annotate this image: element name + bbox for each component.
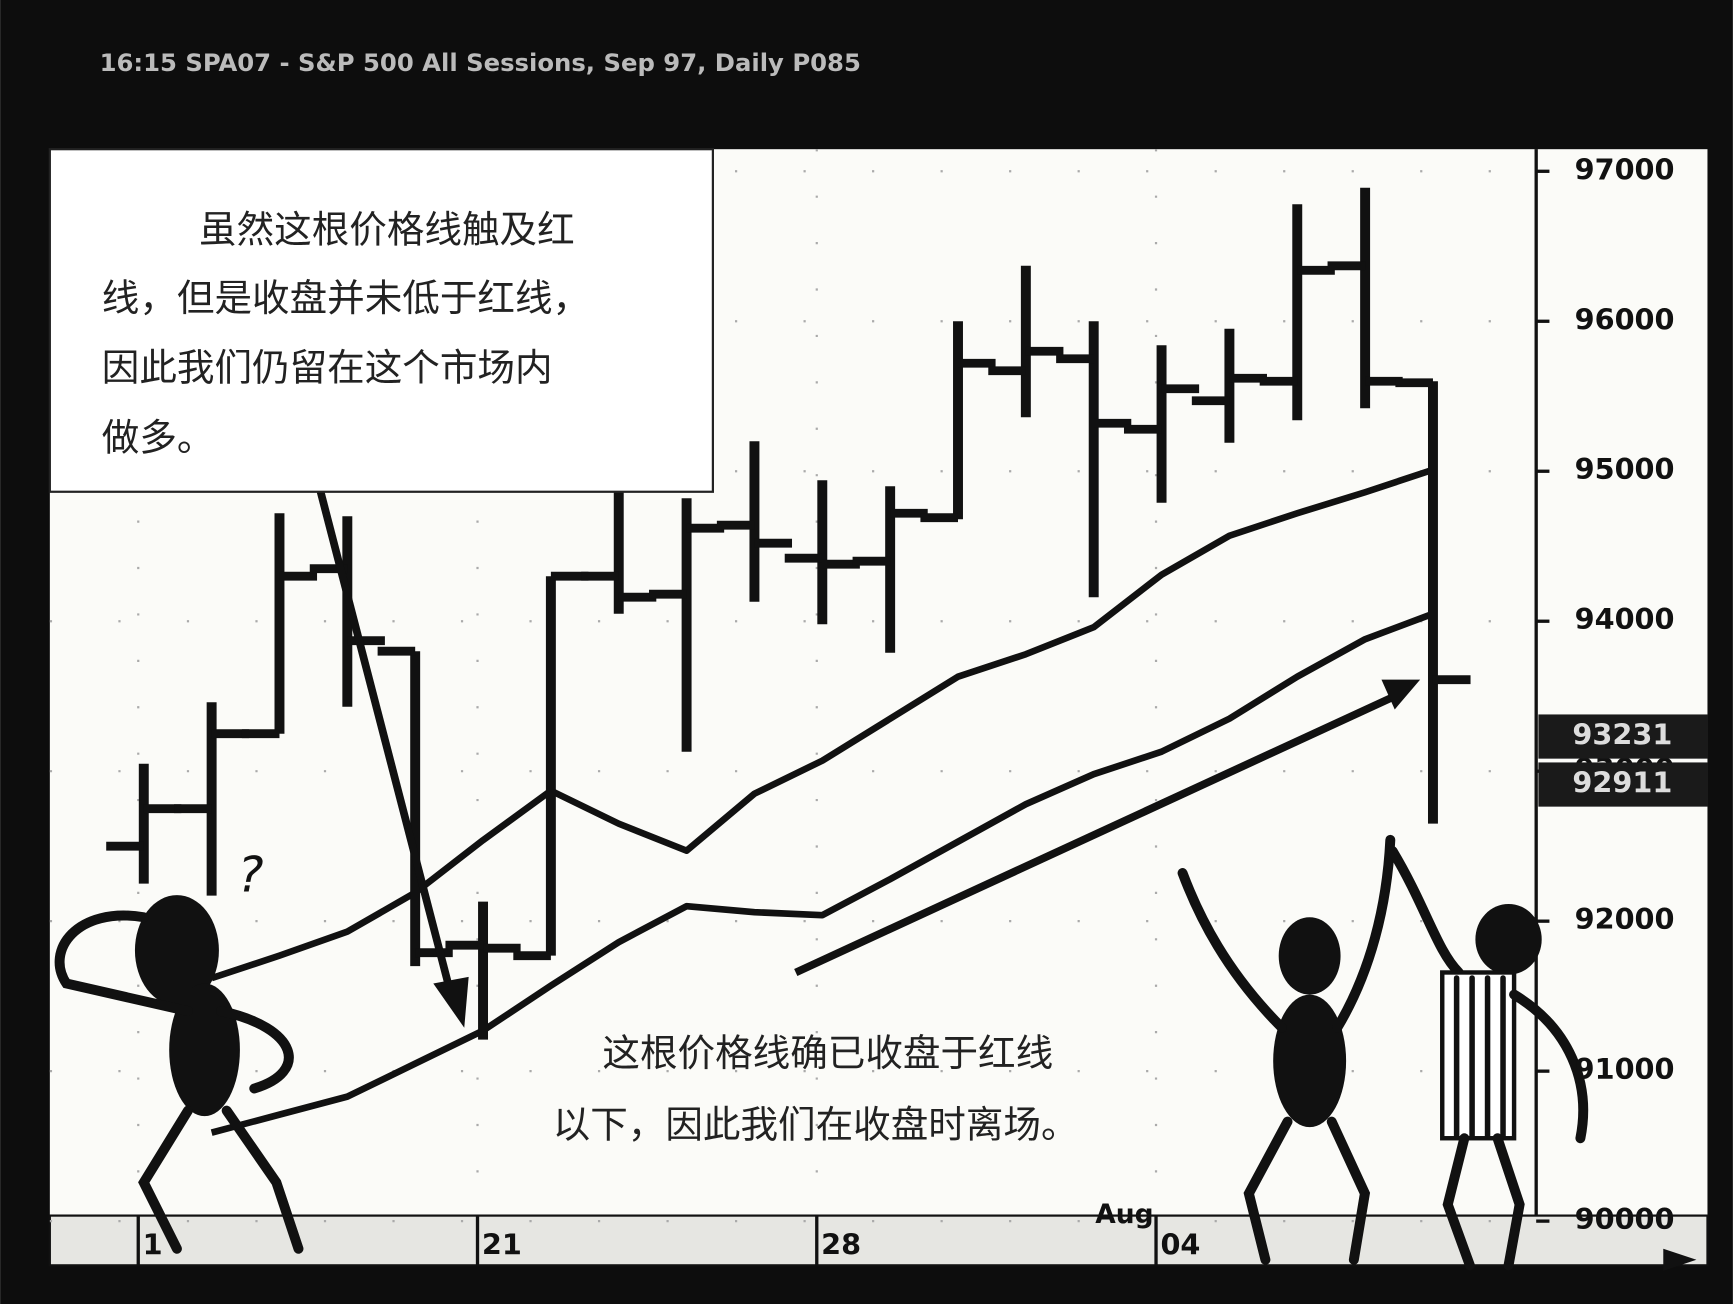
y-tick-label: 94000: [1575, 602, 1675, 636]
price-marker-label: 93231: [1572, 718, 1672, 752]
annotation-text: 线，但是收盘并未低于红线，: [102, 276, 590, 320]
header: 16:15 SPA07 - S&P 500 All Sessions, Sep …: [100, 48, 861, 77]
figure-head: [1475, 903, 1542, 975]
cartoon-figures: ?: [54, 834, 1589, 1271]
arrows: [316, 490, 1697, 1271]
figure-arm: [1177, 868, 1287, 1033]
y-tick-label: 96000: [1575, 302, 1675, 336]
x-tick-label: 04: [1160, 1228, 1200, 1262]
price-marker-box: [1538, 762, 1708, 807]
moving-average: [210, 610, 1435, 1136]
arrow-line: [316, 490, 455, 996]
annotation-box: [48, 148, 714, 493]
arrow-head: [433, 976, 469, 1028]
scroll-arrow: [1663, 1248, 1697, 1271]
arrow-line: [794, 692, 1397, 976]
figure-leg: [1326, 1116, 1371, 1265]
annotation-text: 以下，因此我们在收盘时离场。: [553, 1103, 1079, 1147]
figure-arm: [1509, 989, 1589, 1144]
figure-arm: [54, 910, 193, 1017]
annotation-text: 虽然这根价格线触及红: [199, 208, 575, 252]
arrow-head: [1381, 679, 1421, 710]
x-tick-label: 1: [143, 1228, 163, 1262]
figure-leg: [221, 1105, 304, 1254]
date-strip: [48, 1214, 1709, 1267]
figure-arm: [216, 1006, 294, 1094]
x-tick-label: 28: [821, 1228, 861, 1262]
x-tick-label: 21: [482, 1228, 522, 1262]
figure-body: [1273, 994, 1347, 1128]
annotation-text: 做多。: [102, 415, 215, 459]
y-tick-label: 95000: [1575, 452, 1675, 486]
figure-body: [169, 983, 240, 1117]
figure-leg: [1492, 1133, 1525, 1271]
figure-head: [134, 895, 219, 1006]
month-label: Aug: [1095, 1199, 1153, 1230]
figure-arm: [1332, 834, 1396, 1033]
marks: [106, 187, 1471, 1136]
y-tick-label: 90000: [1575, 1202, 1675, 1236]
figure-leg: [138, 1105, 193, 1254]
figure-head: [1278, 917, 1341, 995]
y-tick-label: 92000: [1575, 902, 1675, 936]
price-marker-label: 92911: [1572, 766, 1672, 800]
figure-arm: [1387, 845, 1464, 978]
y-tick-label: 97000: [1575, 152, 1675, 186]
figure-text: ?: [238, 848, 264, 904]
price-marker-box: [1538, 714, 1708, 759]
y-tick-label: 91000: [1575, 1052, 1675, 1086]
figure-leg: [1442, 1133, 1475, 1271]
annotation-text: 因此我们仍留在这个市场内: [102, 346, 553, 390]
annotation-text: 这根价格线确已收盘于红线: [602, 1031, 1053, 1075]
figure-leg: [1243, 1116, 1293, 1265]
figure-stripes: [1453, 975, 1506, 1139]
